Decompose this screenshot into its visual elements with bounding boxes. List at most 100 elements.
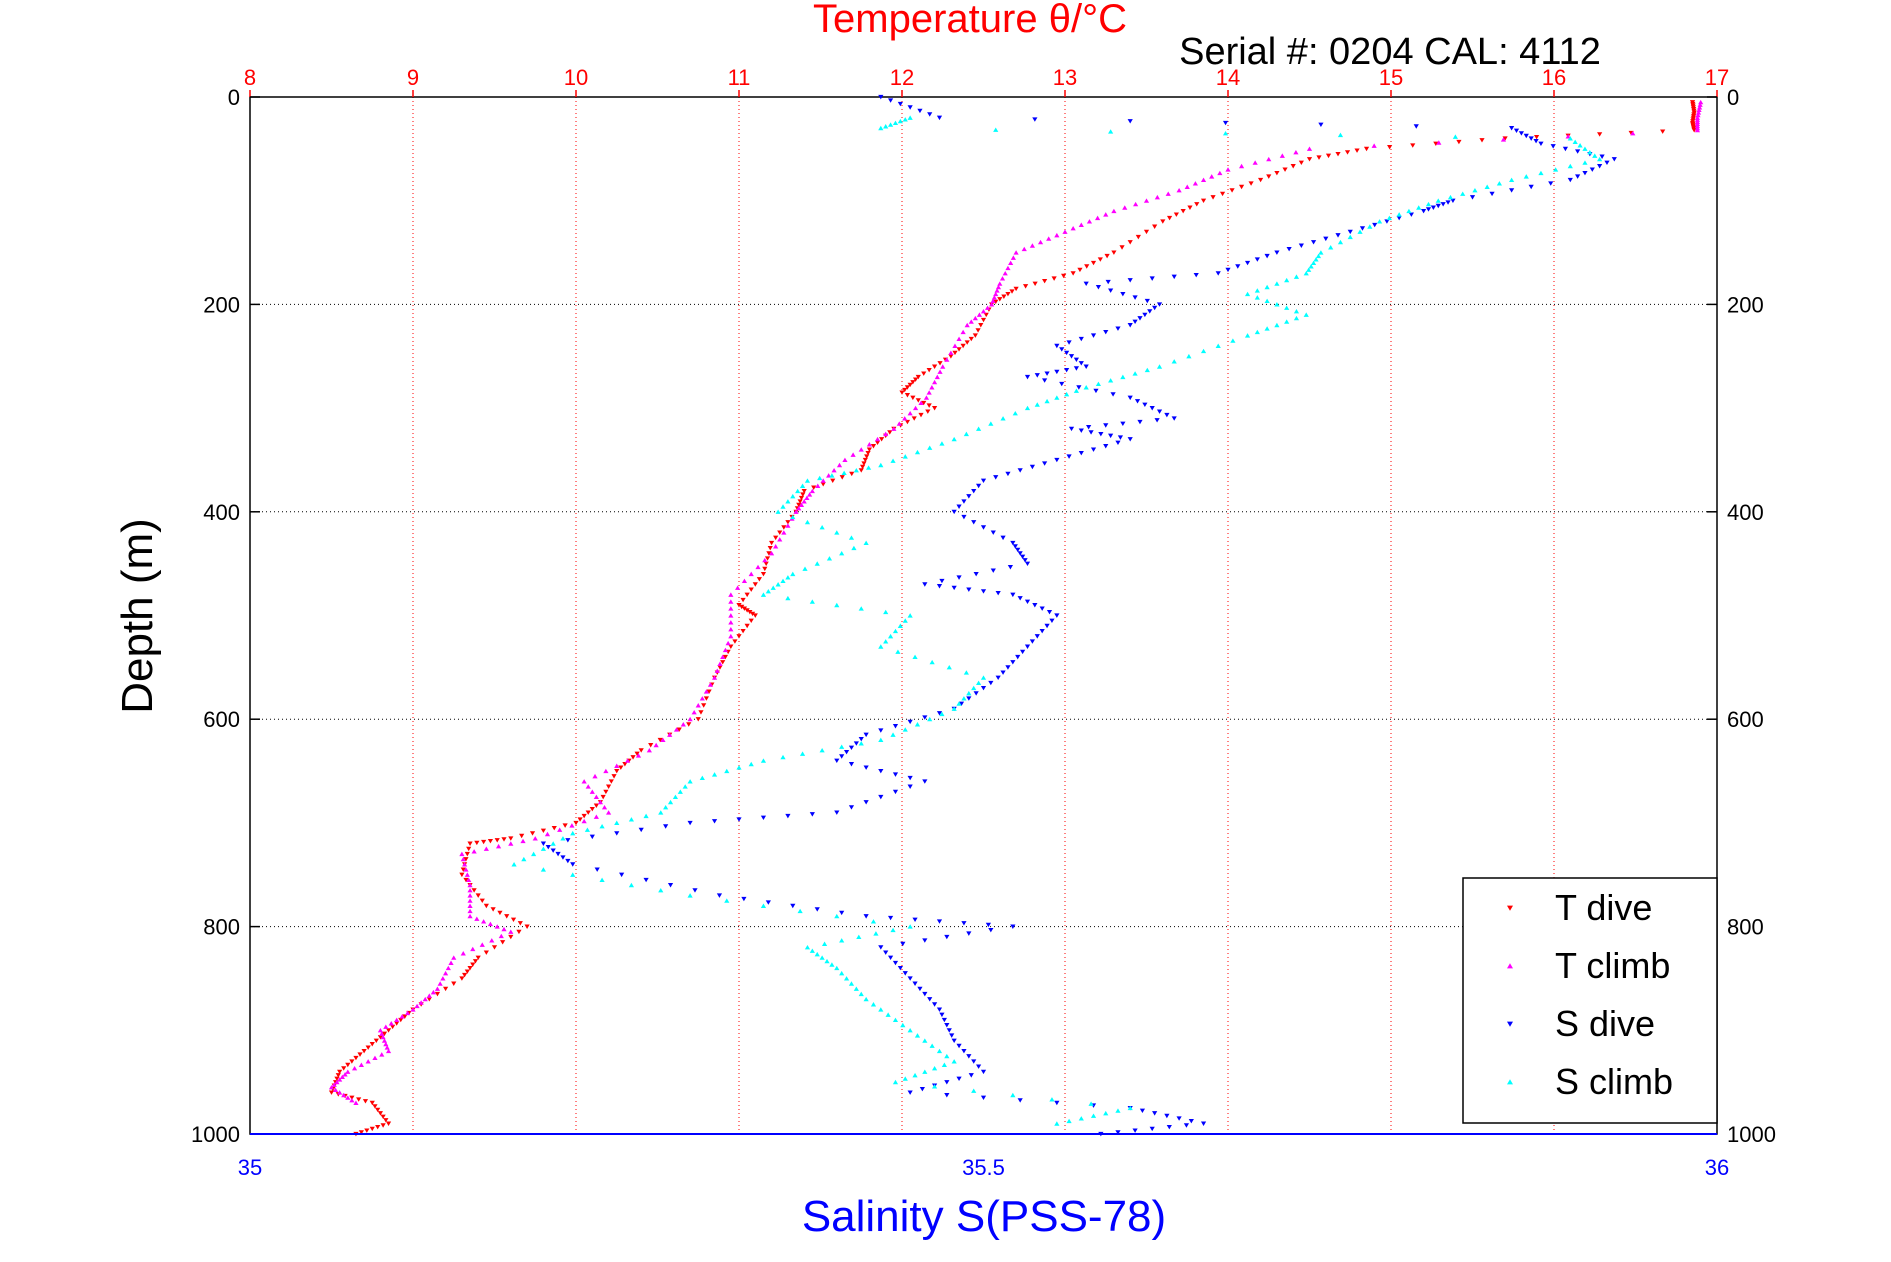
data-point — [385, 1048, 392, 1054]
data-point — [1044, 371, 1050, 376]
data-point — [883, 431, 889, 437]
data-point — [398, 1017, 404, 1023]
data-point — [381, 1038, 388, 1043]
data-point — [922, 715, 928, 720]
data-point — [472, 959, 479, 964]
data-point — [451, 955, 457, 960]
data-point — [834, 913, 840, 919]
data-point — [614, 768, 620, 774]
data-point — [892, 1017, 899, 1023]
data-point — [752, 613, 758, 618]
data-point — [555, 851, 561, 857]
data-point — [1171, 416, 1177, 421]
data-point — [1117, 435, 1124, 440]
data-point — [796, 506, 802, 511]
data-point — [748, 761, 754, 767]
data-point — [902, 727, 908, 732]
data-point — [717, 665, 723, 670]
temperature-tick-label: 14 — [1216, 65, 1240, 90]
data-point — [471, 849, 477, 854]
data-point — [883, 639, 889, 644]
data-point — [1413, 124, 1419, 129]
data-point — [1274, 302, 1280, 307]
data-point — [1054, 343, 1060, 349]
data-point — [551, 826, 557, 831]
data-point — [1105, 279, 1111, 285]
data-point — [1133, 201, 1139, 207]
data-point — [1077, 267, 1083, 273]
data-point — [989, 302, 995, 307]
data-point — [980, 1095, 987, 1101]
data-point — [739, 604, 745, 610]
data-point — [565, 838, 571, 843]
data-point — [648, 743, 654, 748]
data-point — [932, 406, 938, 411]
data-point — [601, 805, 608, 810]
data-point — [1066, 454, 1072, 459]
data-point — [1120, 291, 1126, 297]
data-point — [466, 877, 472, 883]
data-point — [1238, 184, 1245, 190]
data-point — [1042, 378, 1048, 383]
data-point — [470, 962, 476, 967]
data-point — [929, 659, 935, 665]
data-point — [1193, 272, 1199, 278]
data-point — [1376, 219, 1383, 224]
data-point — [853, 741, 859, 746]
data-point — [1306, 157, 1313, 162]
data-point — [1533, 138, 1539, 144]
data-point — [765, 900, 771, 905]
data-point — [1396, 215, 1402, 221]
data-point — [337, 1069, 343, 1075]
depth-tick-label-left: 200 — [203, 292, 240, 317]
data-point — [667, 799, 674, 805]
data-point — [976, 483, 982, 489]
data-point — [369, 1126, 375, 1132]
data-point — [814, 907, 820, 912]
data-point — [1587, 149, 1593, 155]
data-point — [1567, 177, 1573, 183]
data-point — [980, 525, 987, 530]
data-point — [342, 1072, 348, 1077]
data-point — [695, 717, 701, 722]
data-point — [625, 758, 631, 763]
data-point — [1142, 312, 1148, 318]
data-point — [1200, 198, 1207, 204]
data-point — [927, 112, 933, 117]
data-point — [1127, 119, 1133, 124]
data-point — [1127, 323, 1133, 328]
data-point — [988, 927, 994, 933]
data-point — [380, 1123, 386, 1128]
data-point — [972, 333, 978, 338]
data-point — [904, 419, 911, 425]
data-point — [966, 690, 972, 696]
data-point — [939, 578, 945, 584]
data-point — [357, 1052, 363, 1057]
data-point — [1604, 160, 1610, 166]
data-point — [332, 1087, 339, 1093]
data-point — [878, 125, 884, 131]
data-point — [529, 831, 536, 836]
data-point — [858, 468, 864, 473]
data-point — [948, 354, 954, 359]
data-point — [349, 1097, 355, 1103]
data-point — [372, 1055, 378, 1061]
data-point — [1120, 374, 1126, 380]
data-point — [1518, 131, 1524, 136]
data-point — [907, 105, 913, 110]
data-point — [581, 818, 587, 824]
data-point — [956, 504, 962, 509]
legend-box — [1462, 877, 1718, 1124]
data-point — [1528, 136, 1534, 141]
data-point — [1298, 243, 1304, 248]
data-point — [1066, 1118, 1072, 1124]
data-point — [1357, 229, 1363, 234]
data-point — [760, 571, 767, 577]
data-point — [1354, 148, 1360, 153]
data-point — [356, 1097, 362, 1102]
data-point — [804, 945, 811, 950]
data-point — [1335, 233, 1341, 238]
data-point — [973, 691, 979, 696]
data-point — [1034, 402, 1040, 407]
data-point — [1489, 191, 1495, 197]
